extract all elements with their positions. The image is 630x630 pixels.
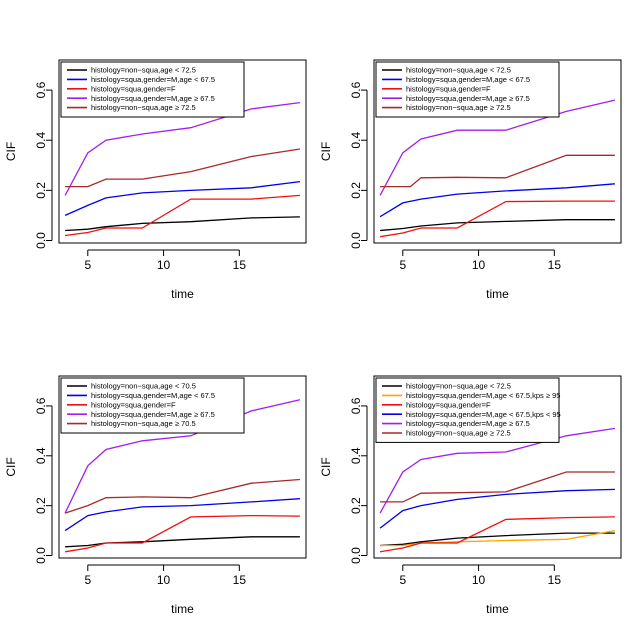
y-tick-label: 0.2 xyxy=(349,182,363,199)
y-tick-label: 0.0 xyxy=(349,232,363,249)
x-axis-title: time xyxy=(486,602,509,616)
x-tick-label: 15 xyxy=(233,573,247,587)
series-line-1 xyxy=(65,216,300,232)
x-axis-title: time xyxy=(171,602,194,616)
series-line-2 xyxy=(380,529,616,547)
y-axis-title: CIF xyxy=(319,142,333,161)
legend-entry: histology=non−squa,age < 72.5 xyxy=(91,66,196,75)
y-axis-title: CIF xyxy=(4,457,18,476)
series-line-2 xyxy=(64,180,300,216)
x-tick-label: 5 xyxy=(84,573,91,587)
y-tick-label: 0.2 xyxy=(34,497,48,514)
plot-frame xyxy=(58,375,307,559)
legend-box xyxy=(375,377,560,443)
legend-entry: histology=non−squa,age < 72.5 xyxy=(406,66,511,75)
legend-entry: histology=non−squa,age ≥ 72.5 xyxy=(406,429,511,438)
x-tick-label: 10 xyxy=(472,573,486,587)
series-line-3 xyxy=(64,514,300,553)
legend-entry: histology=squa,gender=M,age ≥ 67.5 xyxy=(91,94,215,103)
y-tick-label: 0.2 xyxy=(349,497,363,514)
x-tick-label: 5 xyxy=(399,573,406,587)
legend-entry: histology=squa,gender=F xyxy=(406,400,491,409)
y-axis-title: CIF xyxy=(4,142,18,161)
legend-box xyxy=(60,61,245,118)
plot-frame xyxy=(373,59,622,244)
series-line-2 xyxy=(379,183,615,218)
y-tick-label: 0.4 xyxy=(34,447,48,464)
legend-entry: histology=squa,gender=M,age ≥ 67.5 xyxy=(406,94,530,103)
legend-entry: histology=squa,gender=F xyxy=(91,84,176,93)
series-line-1 xyxy=(380,219,615,232)
x-axis-title: time xyxy=(486,287,509,301)
y-tick-label: 0.0 xyxy=(34,547,48,564)
series-line-4 xyxy=(64,101,300,196)
legend-box xyxy=(60,377,245,434)
legend-entry: histology=squa,gender=M,age < 67.5 xyxy=(91,75,215,84)
legend-entry: histology=non−squa,age < 70.5 xyxy=(91,382,196,391)
legend-entry: histology=squa,gender=M,age ≥ 67.5 xyxy=(91,410,215,419)
legend-entry: histology=squa,gender=M,age ≥ 67.5 xyxy=(406,419,530,428)
series-line-3 xyxy=(65,194,300,237)
chart-panel-4: 5 10 15 0.0 0.2 0.4 0.6 time CIF histology=non−sq… xyxy=(319,375,622,616)
legend-entry: histology=squa,gender=M,age < 67.5 xyxy=(91,391,215,400)
y-tick-label: 0.6 xyxy=(349,397,363,414)
x-tick-label: 15 xyxy=(548,258,562,272)
x-tick-label: 10 xyxy=(472,258,486,272)
series-line-1 xyxy=(380,532,615,547)
legend-entry: histology=squa,gender=M,age < 67.5,kps <… xyxy=(406,410,561,419)
legend-entry: histology=squa,gender=M,age < 67.5 xyxy=(406,75,530,84)
legend-box xyxy=(375,61,560,118)
x-tick-label: 15 xyxy=(233,258,247,272)
legend-entry: histology=squa,gender=F xyxy=(406,84,491,93)
legend-entry: histology=squa,gender=F xyxy=(91,400,176,409)
series-line-1 xyxy=(65,536,300,548)
y-tick-label: 0.0 xyxy=(34,232,48,249)
legend-entry: histology=non−squa,age ≥ 72.5 xyxy=(91,103,196,112)
legend-entry: histology=non−squa,age ≥ 70.5 xyxy=(91,419,196,428)
legend-entry: histology=non−squa,age ≥ 72.5 xyxy=(406,103,511,112)
x-tick-label: 15 xyxy=(548,573,562,587)
x-tick-label: 5 xyxy=(84,258,91,272)
series-line-3 xyxy=(379,200,615,238)
x-axis-title: time xyxy=(171,287,194,301)
x-tick-label: 10 xyxy=(157,573,171,587)
series-line-5 xyxy=(380,154,615,188)
series-line-3 xyxy=(379,516,615,553)
series-line-4 xyxy=(64,399,301,514)
y-tick-label: 0.0 xyxy=(349,547,363,564)
series-line-5 xyxy=(64,478,300,514)
y-tick-label: 0.4 xyxy=(349,132,363,149)
plot-frame xyxy=(58,59,307,244)
y-tick-label: 0.6 xyxy=(349,81,363,98)
chart-panel-2: 5 10 15 0.0 0.2 0.4 0.6 time CIF histology=non−sq… xyxy=(319,59,622,301)
y-tick-label: 0.2 xyxy=(34,182,48,199)
series-line-2 xyxy=(64,498,300,532)
x-tick-label: 5 xyxy=(399,258,406,272)
chart-panel-1: 5 10 15 0.0 0.2 0.4 0.6 time CIF histology=non−sq… xyxy=(4,59,307,301)
y-tick-label: 0.6 xyxy=(34,81,48,98)
plot-frame xyxy=(373,375,622,559)
chart-panel-3: 5 10 15 0.0 0.2 0.4 0.6 time CIF histology=non−sq… xyxy=(4,375,307,616)
series-line-4 xyxy=(379,99,616,196)
series-line-5 xyxy=(379,427,615,514)
legend-entry: histology=non−squa,age < 72.5 xyxy=(406,382,511,391)
y-tick-label: 0.4 xyxy=(349,447,363,464)
y-axis-title: CIF xyxy=(319,457,333,476)
series-line-6 xyxy=(380,471,615,503)
y-tick-label: 0.4 xyxy=(34,132,48,149)
series-line-5 xyxy=(65,148,300,188)
y-tick-label: 0.6 xyxy=(34,397,48,414)
series-line-4 xyxy=(379,488,615,529)
x-tick-label: 10 xyxy=(157,258,171,272)
legend-entry: histology=squa,gender=M,age < 67.5,kps ≥… xyxy=(406,391,560,400)
